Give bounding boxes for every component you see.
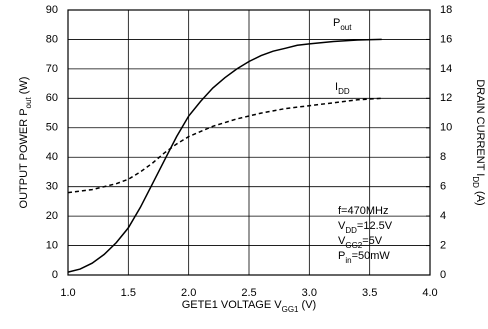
y2-tick-label: 18 [440,4,452,16]
condition-text-part: in [345,256,351,265]
y2-tick-label: 0 [440,269,446,281]
condition-text-part: =5V [362,235,383,247]
y-tick-label: 10 [46,239,58,251]
y-tick-label: 60 [46,92,58,104]
y2-tick-label: 6 [440,181,446,193]
y2-axis-label: DRAIN CURRENT IDD (A) [471,79,486,205]
y-axis-label: OUTPUT POWER Pout (W) [18,77,33,209]
condition-text-part: =50mW [352,250,391,262]
y-tick-label: 50 [46,122,58,134]
y2-axis-label-part: (A) [474,188,486,206]
x-axis-label-part: GETE1 VOLTAGE V [182,299,283,311]
condition-text: VGG2=5V [338,235,383,250]
x-tick-label: 3.5 [362,287,377,299]
x-axis-label: GETE1 VOLTAGE VGG1 (V) [182,299,316,314]
y-axis-label-part: (W) [18,77,30,98]
y-axis-label-part: OUTPUT POWER P [18,108,30,208]
x-tick-label: 2.5 [241,287,256,299]
condition-text-part: GG2 [345,241,362,250]
series-label-part: out [340,23,352,32]
x-tick-label: 1.0 [60,287,75,299]
plot-frame [67,9,431,276]
y2-axis-label-part: DD [471,176,480,188]
series-line [67,38,382,273]
y2-tick-label: 12 [440,92,452,104]
x-axis-label-part: (V) [299,299,317,311]
condition-text-part: DD [345,226,357,235]
series-label-part: P [333,17,340,29]
y-axis-label-part: out [24,97,33,109]
y2-tick-label: 14 [440,63,452,75]
x-axis-label-part: GG1 [282,305,299,314]
condition-text-part: P [338,250,345,262]
condition-text-part: f=470MHz [338,205,388,217]
y-tick-label: 40 [46,151,58,163]
x-tick-label: 2.0 [181,287,196,299]
x-tick-label: 3.0 [302,287,317,299]
y2-tick-label: 8 [440,151,446,163]
series-line [67,97,382,194]
x-tick-label: 4.0 [422,287,437,299]
condition-text-part: =12.5V [357,220,393,232]
condition-text-part: V [338,220,346,232]
series-label: IDD [335,81,350,96]
series-label-part: DD [338,87,350,96]
y-tick-label: 70 [46,63,58,75]
x-tick-label: 1.5 [121,287,136,299]
condition-text-part: V [338,235,346,247]
y-tick-label: 80 [46,33,58,45]
y2-tick-label: 16 [440,33,452,45]
series-label: Pout [333,17,352,32]
y-tick-label: 90 [46,4,58,16]
y-tick-label: 20 [46,210,58,222]
condition-text: Pin=50mW [338,250,390,265]
condition-text: f=470MHz [338,205,388,217]
y2-axis-label-part: DRAIN CURRENT I [474,79,486,176]
y-tick-label: 30 [46,181,58,193]
condition-text: VDD=12.5V [338,220,393,235]
y2-tick-label: 4 [440,210,446,222]
y-tick-label: 0 [52,269,58,281]
series-label-part: I [335,81,338,93]
y2-tick-label: 2 [440,239,446,251]
y2-tick-label: 10 [440,122,452,134]
